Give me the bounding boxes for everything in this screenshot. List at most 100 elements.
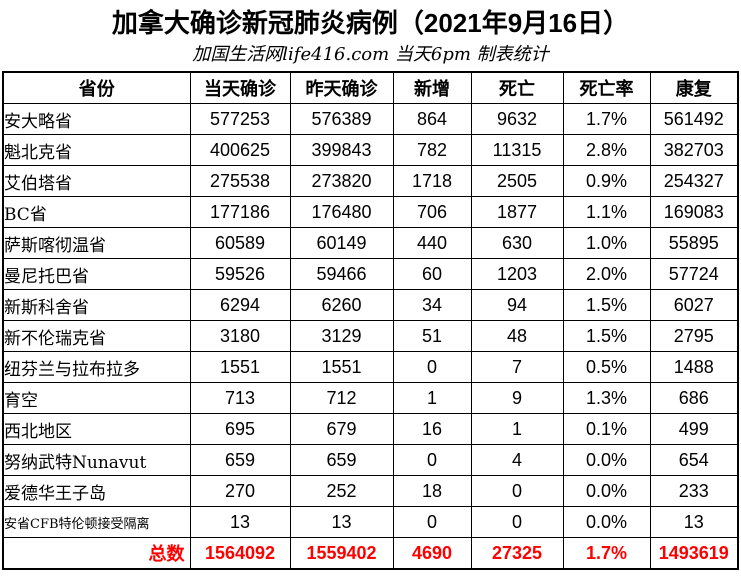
column-header: 当天确诊 <box>189 71 291 104</box>
province-cell: 萨斯喀彻温省 <box>2 227 191 259</box>
value-cell: 1 <box>470 413 564 445</box>
page-title: 加拿大确诊新冠肺炎病例（2021年9月16日） <box>111 8 630 38</box>
province-cell: 艾伯塔省 <box>2 165 191 197</box>
value-cell: 6027 <box>649 289 739 321</box>
value-cell: 177186 <box>189 196 291 228</box>
total-value-cell: 1.7% <box>562 537 651 570</box>
value-cell: 18 <box>392 475 472 507</box>
value-cell: 1.1% <box>562 196 651 228</box>
table-row: 安省CFB特伦顿接受隔离 13 13 0 0 0.0% 13 <box>2 506 739 538</box>
province-cell: 西北地区 <box>2 413 191 445</box>
value-cell: 2795 <box>649 320 739 352</box>
value-cell: 176480 <box>289 196 394 228</box>
value-cell: 252 <box>289 475 394 507</box>
value-cell: 1551 <box>289 351 394 383</box>
column-header: 康复 <box>649 71 739 104</box>
value-cell: 0.1% <box>562 413 651 445</box>
province-cell: 曼尼托巴省 <box>2 258 191 290</box>
province-cell: 育空 <box>2 382 191 414</box>
value-cell: 630 <box>470 227 564 259</box>
value-cell: 1.7% <box>562 103 651 135</box>
table-row: 新不伦瑞克省 3180 3129 51 48 1.5% 2795 <box>2 320 739 352</box>
province-cell: BC省 <box>2 196 191 228</box>
value-cell: 3180 <box>189 320 291 352</box>
value-cell: 0.0% <box>562 506 651 538</box>
total-value-cell: 1493619 <box>649 537 739 570</box>
value-cell: 0 <box>392 506 472 538</box>
value-cell: 1718 <box>392 165 472 197</box>
table-row: 纽芬兰与拉布拉多 1551 1551 0 7 0.5% 1488 <box>2 351 739 383</box>
value-cell: 2.8% <box>562 134 651 166</box>
value-cell: 1.0% <box>562 227 651 259</box>
value-cell: 60149 <box>289 227 394 259</box>
value-cell: 0 <box>392 444 472 476</box>
table-row: 曼尼托巴省 59526 59466 60 1203 2.0% 57724 <box>2 258 739 290</box>
value-cell: 169083 <box>649 196 739 228</box>
value-cell: 561492 <box>649 103 739 135</box>
value-cell: 1877 <box>470 196 564 228</box>
value-cell: 57724 <box>649 258 739 290</box>
table-row: 育空 713 712 1 9 1.3% 686 <box>2 382 739 414</box>
value-cell: 864 <box>392 103 472 135</box>
value-cell: 3129 <box>289 320 394 352</box>
table-row: 魁北克省 400625 399843 782 11315 2.8% 382703 <box>2 134 739 166</box>
value-cell: 0.9% <box>562 165 651 197</box>
province-cell: 努纳武特Nunavut <box>2 444 191 476</box>
province-cell: 魁北克省 <box>2 134 191 166</box>
province-cell: 纽芬兰与拉布拉多 <box>2 351 191 383</box>
value-cell: 0 <box>470 506 564 538</box>
value-cell: 13 <box>649 506 739 538</box>
value-cell: 1551 <box>189 351 291 383</box>
value-cell: 1.5% <box>562 320 651 352</box>
table-row: 新斯科舍省 6294 6260 34 94 1.5% 6027 <box>2 289 739 321</box>
value-cell: 4 <box>470 444 564 476</box>
page-subtitle: 加国生活网life416.com 当天6pm 制表统计 <box>192 44 549 65</box>
value-cell: 659 <box>189 444 291 476</box>
column-header: 昨天确诊 <box>289 71 394 104</box>
value-cell: 399843 <box>289 134 394 166</box>
province-cell: 爱德华王子岛 <box>2 475 191 507</box>
column-header: 死亡率 <box>562 71 651 104</box>
value-cell: 654 <box>649 444 739 476</box>
province-cell: 安省CFB特伦顿接受隔离 <box>2 506 191 538</box>
value-cell: 7 <box>470 351 564 383</box>
value-cell: 59526 <box>189 258 291 290</box>
value-cell: 686 <box>649 382 739 414</box>
value-cell: 270 <box>189 475 291 507</box>
total-label-cell: 总数 <box>2 537 191 570</box>
value-cell: 275538 <box>189 165 291 197</box>
value-cell: 1 <box>392 382 472 414</box>
value-cell: 1488 <box>649 351 739 383</box>
value-cell: 1.5% <box>562 289 651 321</box>
value-cell: 2505 <box>470 165 564 197</box>
value-cell: 55895 <box>649 227 739 259</box>
value-cell: 695 <box>189 413 291 445</box>
value-cell: 60 <box>392 258 472 290</box>
value-cell: 51 <box>392 320 472 352</box>
value-cell: 34 <box>392 289 472 321</box>
value-cell: 440 <box>392 227 472 259</box>
column-header: 新增 <box>392 71 472 104</box>
value-cell: 706 <box>392 196 472 228</box>
table-row: 西北地区 695 679 16 1 0.1% 499 <box>2 413 739 445</box>
value-cell: 254327 <box>649 165 739 197</box>
value-cell: 13 <box>289 506 394 538</box>
value-cell: 0.5% <box>562 351 651 383</box>
value-cell: 0.0% <box>562 475 651 507</box>
value-cell: 782 <box>392 134 472 166</box>
value-cell: 679 <box>289 413 394 445</box>
value-cell: 2.0% <box>562 258 651 290</box>
value-cell: 94 <box>470 289 564 321</box>
column-header: 省份 <box>2 71 191 104</box>
value-cell: 60589 <box>189 227 291 259</box>
province-cell: 新不伦瑞克省 <box>2 320 191 352</box>
province-cell: 新斯科舍省 <box>2 289 191 321</box>
province-cell: 安大略省 <box>2 103 191 135</box>
value-cell: 233 <box>649 475 739 507</box>
value-cell: 0.0% <box>562 444 651 476</box>
value-cell: 11315 <box>470 134 564 166</box>
value-cell: 1203 <box>470 258 564 290</box>
total-value-cell: 1564092 <box>189 537 291 570</box>
value-cell: 499 <box>649 413 739 445</box>
